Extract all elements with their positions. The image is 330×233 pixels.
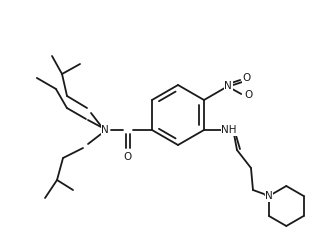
- Text: N: N: [265, 191, 273, 201]
- Text: O: O: [242, 73, 250, 83]
- Text: N: N: [265, 191, 273, 201]
- Text: O: O: [123, 152, 131, 162]
- Text: N: N: [224, 81, 232, 91]
- Text: O: O: [244, 90, 252, 100]
- Text: NH: NH: [221, 125, 237, 135]
- Text: N: N: [101, 125, 109, 135]
